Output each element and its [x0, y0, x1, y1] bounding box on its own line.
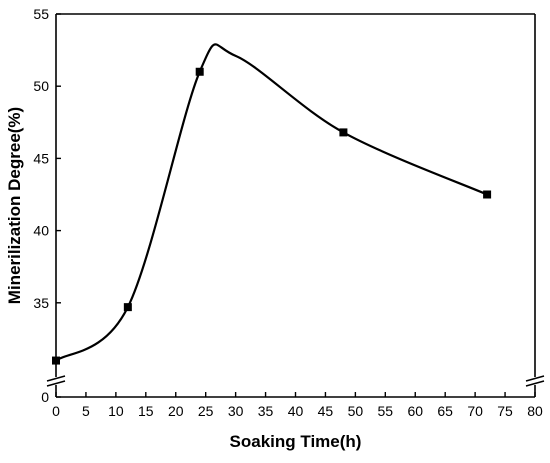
y-tick-label: 0: [41, 389, 49, 405]
y-tick-label: 55: [33, 6, 49, 22]
series-line: [55, 43, 488, 362]
x-axis-title: Soaking Time(h): [230, 432, 362, 451]
y-tick-label: 50: [33, 78, 49, 94]
plot-frame: [55, 13, 536, 398]
y-tick-label: 35: [33, 295, 49, 311]
data-point: [195, 67, 204, 76]
y-axis-break-left: [46, 375, 66, 387]
x-tick-label: 45: [318, 403, 334, 419]
x-tick-label: 35: [258, 403, 274, 419]
x-tick-label: 25: [198, 403, 214, 419]
x-tick-label: 30: [228, 403, 244, 419]
x-tick-label: 55: [378, 403, 394, 419]
x-tick-label: 50: [348, 403, 364, 419]
y-axis-breaks: [46, 375, 545, 387]
y-axis-ticks: 35 40 45 50 55 0: [33, 6, 61, 405]
series-layer: [52, 43, 492, 365]
x-tick-label: 15: [138, 403, 154, 419]
x-tick-label: 0: [52, 403, 60, 419]
y-axis-break-right: [525, 375, 545, 387]
data-point: [52, 356, 60, 365]
x-tick-label: 65: [437, 403, 453, 419]
x-tick-label: 40: [288, 403, 304, 419]
x-tick-label: 10: [108, 403, 124, 419]
x-tick-label: 80: [527, 403, 543, 419]
x-tick-label: 5: [82, 403, 90, 419]
x-axis-ticks: 0 5 10 15 20 25 30 35 40 45 50 55 60 65 70 75 80: [52, 392, 543, 419]
x-tick-label: 75: [497, 403, 513, 419]
data-point: [123, 303, 132, 312]
y-tick-label: 40: [33, 223, 49, 239]
data-point: [339, 128, 348, 137]
y-axis-title: Minerilization Degree(%): [5, 107, 24, 304]
data-point: [483, 190, 492, 199]
y-tick-label: 45: [33, 150, 49, 166]
x-tick-label: 70: [467, 403, 483, 419]
x-tick-label: 60: [407, 403, 423, 419]
x-tick-label: 20: [168, 403, 184, 419]
